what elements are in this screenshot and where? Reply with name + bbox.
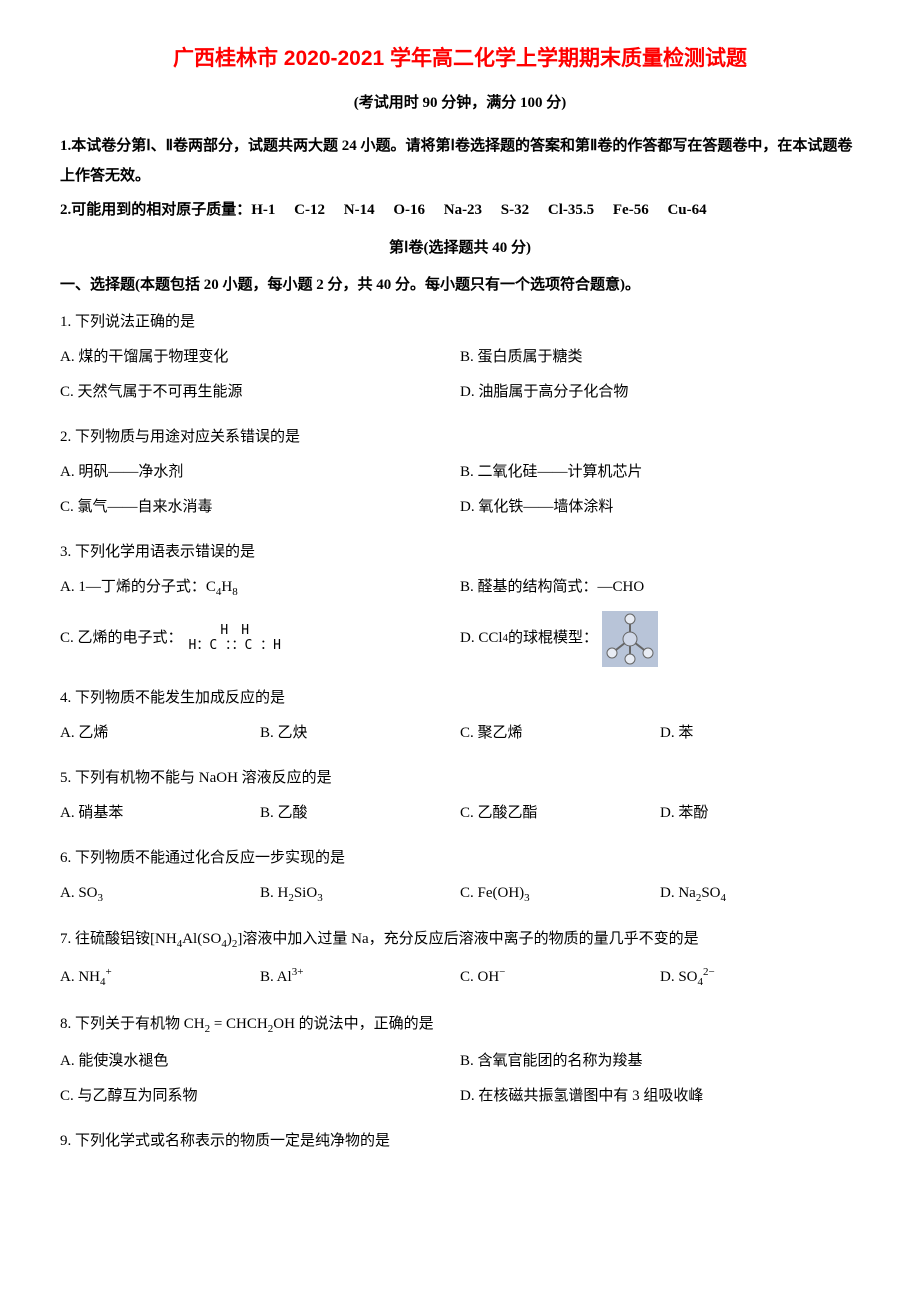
section1-title: 一、选择题(本题包括 20 小题，每小题 2 分，共 40 分。每小题只有一个选… — [60, 272, 860, 299]
q6d-mid: SO — [701, 885, 720, 901]
q6-option-b: B. H2SiO3 — [260, 880, 460, 909]
q8-m1: = CHCH — [210, 1016, 268, 1032]
q3-option-a: A. 1—丁烯的分子式：C4H8 — [60, 574, 460, 603]
q1-option-a: A. 煤的干馏属于物理变化 — [60, 344, 460, 371]
ball-stick-model-icon — [602, 611, 658, 667]
q3a-prefix: A. 1—丁烯的分子式：C — [60, 579, 216, 595]
q4-text: 4. 下列物质不能发生加成反应的是 — [60, 685, 860, 712]
q7d-sup: 2− — [703, 966, 715, 978]
q2-option-c: C. 氯气——自来水消毒 — [60, 494, 460, 521]
q1-option-c: C. 天然气属于不可再生能源 — [60, 379, 460, 406]
q5-text: 5. 下列有机物不能与 NaOH 溶液反应的是 — [60, 765, 860, 792]
q1-option-d: D. 油脂属于高分子化合物 — [460, 379, 860, 406]
q7b-prefix: B. Al — [260, 969, 292, 985]
q6c-prefix: C. Fe(OH) — [460, 885, 524, 901]
question-9: 9. 下列化学式或名称表示的物质一定是纯净物的是 — [60, 1128, 860, 1155]
q9-text: 9. 下列化学式或名称表示的物质一定是纯净物的是 — [60, 1128, 860, 1155]
q1-option-b: B. 蛋白质属于糖类 — [460, 344, 860, 371]
q5-option-c: C. 乙酸乙酯 — [460, 800, 660, 827]
q2-option-d: D. 氧化铁——墙体涂料 — [460, 494, 860, 521]
q6b-mid: SiO — [294, 885, 317, 901]
exam-title: 广西桂林市 2020-2021 学年高二化学上学期期末质量检测试题 — [60, 40, 860, 78]
q5-option-d: D. 苯酚 — [660, 800, 860, 827]
q6d-sub2: 4 — [721, 892, 727, 904]
q6a-prefix: A. SO — [60, 885, 98, 901]
q7-prefix: 7. 往硫酸铝铵 — [60, 931, 150, 947]
q4-option-c: C. 聚乙烯 — [460, 720, 660, 747]
question-5: 5. 下列有机物不能与 NaOH 溶液反应的是 A. 硝基苯 B. 乙酸 C. … — [60, 765, 860, 835]
q8-option-a: A. 能使溴水褪色 — [60, 1048, 460, 1075]
lewis-structure-icon: H H H：C ：：C ：H — [189, 624, 281, 653]
q8-option-b: B. 含氧官能团的名称为羧基 — [460, 1048, 860, 1075]
question-4: 4. 下列物质不能发生加成反应的是 A. 乙烯 B. 乙炔 C. 聚乙烯 D. … — [60, 685, 860, 755]
q4-option-d: D. 苯 — [660, 720, 860, 747]
section1-header: 第Ⅰ卷(选择题共 40 分) — [60, 235, 860, 262]
q8-prefix: 8. 下列关于有机物 CH — [60, 1016, 205, 1032]
question-3: 3. 下列化学用语表示错误的是 A. 1—丁烯的分子式：C4H8 B. 醛基的结… — [60, 539, 860, 675]
q7-m1: Al(SO — [182, 931, 221, 947]
q5-option-a: A. 硝基苯 — [60, 800, 260, 827]
q7-s3: 2 — [232, 938, 238, 950]
q2-option-a: A. 明矾——净水剂 — [60, 459, 460, 486]
q7-f1: NH — [155, 931, 177, 947]
q3c-label: C. 乙烯的电子式： — [60, 625, 183, 652]
q8-m2: OH 的说法中，正确的是 — [273, 1016, 433, 1032]
q7b-sup: 3+ — [292, 966, 304, 978]
q6b-prefix: B. H — [260, 885, 288, 901]
question-1: 1. 下列说法正确的是 A. 煤的干馏属于物理变化 B. 蛋白质属于糖类 C. … — [60, 309, 860, 414]
question-7: 7. 往硫酸铝铵[NH4Al(SO4)2]溶液中加入过量 Na，充分反应后溶液中… — [60, 926, 860, 1001]
question-8: 8. 下列关于有机物 CH2 = CHCH2OH 的说法中，正确的是 A. 能使… — [60, 1011, 860, 1118]
q6-option-d: D. Na2SO4 — [660, 880, 860, 909]
q7-suffix: 溶液中加入过量 Na，充分反应后溶液中离子的物质的量几乎不变的是 — [242, 931, 698, 947]
q7c-sup: − — [499, 966, 505, 978]
q7-option-c: C. OH− — [460, 963, 660, 993]
question-6: 6. 下列物质不能通过化合反应一步实现的是 A. SO3 B. H2SiO3 C… — [60, 845, 860, 917]
q3d-suffix: 的球棍模型： — [508, 625, 598, 652]
q8-option-d: D. 在核磁共振氢谱图中有 3 组吸收峰 — [460, 1083, 860, 1110]
q7-option-b: B. Al3+ — [260, 963, 460, 993]
q7a-prefix: A. NH — [60, 969, 100, 985]
question-2: 2. 下列物质与用途对应关系错误的是 A. 明矾——净水剂 B. 二氧化硅——计… — [60, 424, 860, 529]
q3d-prefix: D. CCl — [460, 625, 503, 652]
q6-option-c: C. Fe(OH)3 — [460, 880, 660, 909]
q1-text: 1. 下列说法正确的是 — [60, 309, 860, 336]
q6-option-a: A. SO3 — [60, 880, 260, 909]
q6b-sub2: 3 — [317, 892, 323, 904]
q7c-prefix: C. OH — [460, 969, 499, 985]
q6a-sub: 3 — [98, 892, 104, 904]
q8-option-c: C. 与乙醇互为同系物 — [60, 1083, 460, 1110]
lewis-line1: H H — [220, 623, 249, 638]
q2-text: 2. 下列物质与用途对应关系错误的是 — [60, 424, 860, 451]
q7d-prefix: D. SO — [660, 969, 698, 985]
q5-option-b: B. 乙酸 — [260, 800, 460, 827]
q3-option-c: C. 乙烯的电子式： H H H：C ：：C ：H — [60, 611, 460, 667]
q4-option-a: A. 乙烯 — [60, 720, 260, 747]
instruction-2: 2.可能用到的相对原子质量：H-1 C-12 N-14 O-16 Na-23 S… — [60, 195, 860, 225]
q6-text: 6. 下列物质不能通过化合反应一步实现的是 — [60, 845, 860, 872]
q6d-prefix: D. Na — [660, 885, 696, 901]
q3a-sub2: 8 — [232, 586, 238, 598]
instruction-1: 1.本试卷分第Ⅰ、Ⅱ卷两部分，试题共两大题 24 小题。请将第Ⅰ卷选择题的答案和… — [60, 131, 860, 191]
lewis-line2: H：C ：：C ：H — [189, 638, 281, 653]
q8-text: 8. 下列关于有机物 CH2 = CHCH2OH 的说法中，正确的是 — [60, 1011, 860, 1040]
q7-text: 7. 往硫酸铝铵[NH4Al(SO4)2]溶液中加入过量 Na，充分反应后溶液中… — [60, 926, 860, 955]
q3-option-d: D. CCl4 的球棍模型： — [460, 611, 860, 667]
q7-option-a: A. NH4+ — [60, 963, 260, 993]
exam-info: (考试用时 90 分钟，满分 100 分) — [60, 90, 860, 117]
q2-option-b: B. 二氧化硅——计算机芯片 — [460, 459, 860, 486]
q3-option-b: B. 醛基的结构简式：—CHO — [460, 574, 860, 603]
q3a-mid: H — [221, 579, 232, 595]
q6c-sub: 3 — [524, 892, 530, 904]
q4-option-b: B. 乙炔 — [260, 720, 460, 747]
q7-option-d: D. SO42− — [660, 963, 860, 993]
q7a-sup: + — [106, 966, 112, 978]
q3-text: 3. 下列化学用语表示错误的是 — [60, 539, 860, 566]
